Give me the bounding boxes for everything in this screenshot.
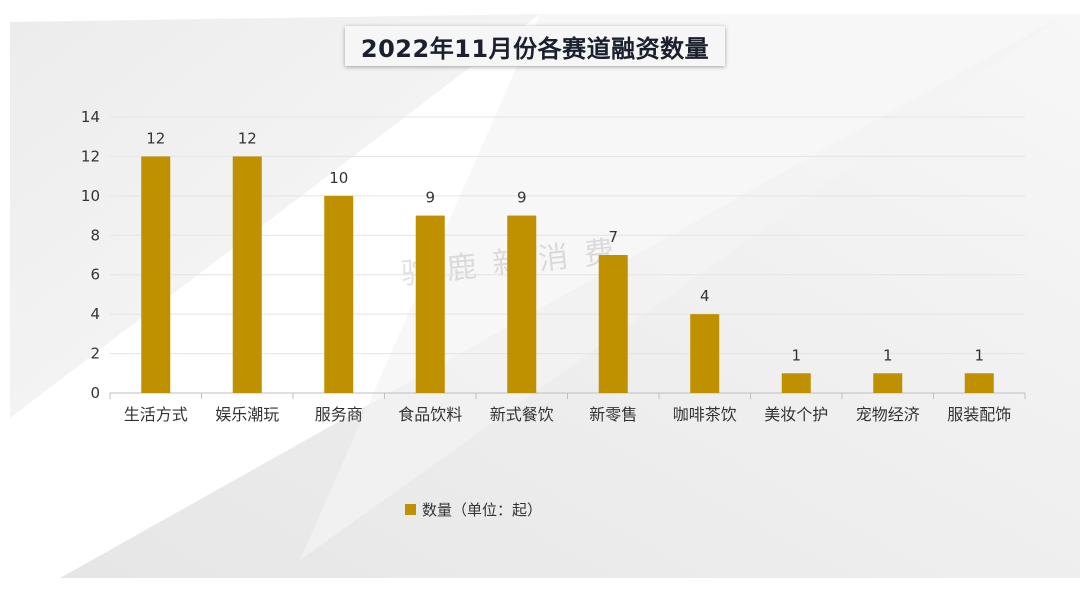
y-tick-label: 6 xyxy=(90,266,100,284)
legend-swatch xyxy=(405,504,416,515)
bar xyxy=(690,314,720,393)
y-tick-label: 8 xyxy=(90,226,100,244)
data-label: 12 xyxy=(238,129,257,147)
x-tick-label: 食品饮料 xyxy=(398,405,462,424)
bar xyxy=(141,156,171,393)
data-label: 4 xyxy=(700,287,710,305)
x-tick-label: 咖啡茶饮 xyxy=(673,405,737,424)
data-label: 7 xyxy=(608,228,618,246)
y-tick-label: 0 xyxy=(90,384,100,402)
bar xyxy=(232,156,262,393)
data-label: 9 xyxy=(517,189,527,207)
data-label: 10 xyxy=(329,169,348,187)
bar xyxy=(598,255,628,393)
x-tick-label: 新零售 xyxy=(589,405,637,424)
bar xyxy=(781,373,811,393)
data-label: 1 xyxy=(883,346,893,364)
x-tick-label: 新式餐饮 xyxy=(490,405,554,424)
y-tick-label: 14 xyxy=(81,108,100,126)
y-tick-label: 2 xyxy=(90,345,100,363)
y-tick-label: 12 xyxy=(81,147,100,165)
bar xyxy=(415,215,445,393)
data-label: 1 xyxy=(974,346,984,364)
y-tick-label: 10 xyxy=(81,187,100,205)
chart-title-box: 2022年11月份各赛道融资数量 xyxy=(345,26,725,66)
x-tick-label: 服装配饰 xyxy=(947,405,1011,424)
chart-title: 2022年11月份各赛道融资数量 xyxy=(360,34,710,63)
y-tick-label: 4 xyxy=(90,305,100,323)
x-tick-label: 生活方式 xyxy=(124,405,188,424)
bar xyxy=(873,373,903,393)
data-label: 1 xyxy=(791,346,801,364)
legend: 数量（单位：起） xyxy=(405,499,542,520)
bar xyxy=(507,215,537,393)
legend-label: 数量（单位：起） xyxy=(422,501,543,519)
bar xyxy=(324,195,354,393)
bar xyxy=(964,373,994,393)
x-tick-label: 娱乐潮玩 xyxy=(215,405,279,424)
x-tick-label: 服务商 xyxy=(315,405,363,424)
x-tick-label: 美妆个护 xyxy=(764,405,828,424)
data-label: 9 xyxy=(425,189,435,207)
x-tick-label: 宠物经济 xyxy=(856,405,920,424)
data-label: 12 xyxy=(146,129,165,147)
